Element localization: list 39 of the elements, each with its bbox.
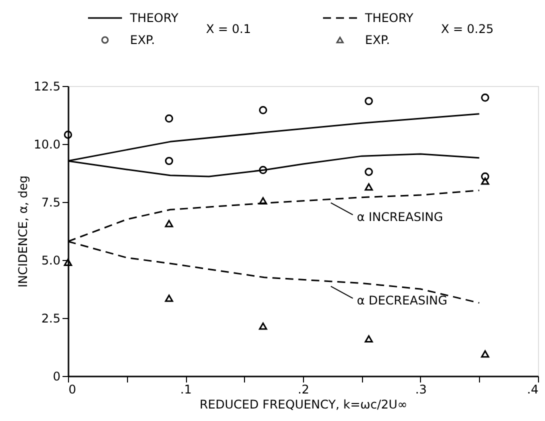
y-tick-label: 0 (52, 370, 60, 384)
point (481, 172, 490, 181)
legend-label: THEORY (364, 11, 414, 25)
x-axis-title: REDUCED FREQUENCY, k=ωc/2U∞ (200, 398, 408, 412)
point (364, 96, 373, 106)
y-tick-label: 2.5 (41, 312, 60, 326)
x-tick-label: .3 (415, 382, 427, 396)
point (64, 130, 72, 139)
legend-label: EXP. (130, 33, 155, 47)
point (364, 335, 373, 343)
annotation: α DECREASING (356, 293, 448, 308)
point (258, 106, 268, 114)
point (481, 94, 490, 102)
y-tick-label: 5.0 (41, 254, 60, 268)
point (164, 294, 174, 302)
y-axis-title: INCIDENCE, α, deg (16, 176, 30, 288)
legend-label: EXP. (365, 33, 390, 47)
y-tick-label: 10.0 (34, 138, 60, 152)
x-tick-label: 0 (68, 382, 76, 396)
legend-label: THEORY (129, 11, 179, 25)
y-tick-label: 7.5 (41, 196, 60, 210)
point (481, 177, 490, 185)
x-tick-label: .2 (298, 382, 310, 396)
text: X = 0.25 (441, 22, 494, 36)
annotation: α INCREASING (356, 210, 444, 224)
point (258, 166, 268, 174)
point (164, 156, 174, 166)
point (364, 183, 373, 191)
x-tick-label: .4 (527, 382, 538, 396)
point (164, 220, 174, 228)
point (258, 197, 268, 204)
text: X = 0.1 (206, 22, 251, 36)
point (258, 322, 268, 330)
point (364, 168, 373, 176)
x-tick-label: .1 (180, 382, 192, 396)
y-tick-label: 12.5 (34, 80, 60, 94)
point (481, 350, 490, 358)
point (164, 114, 174, 123)
point (64, 258, 72, 266)
